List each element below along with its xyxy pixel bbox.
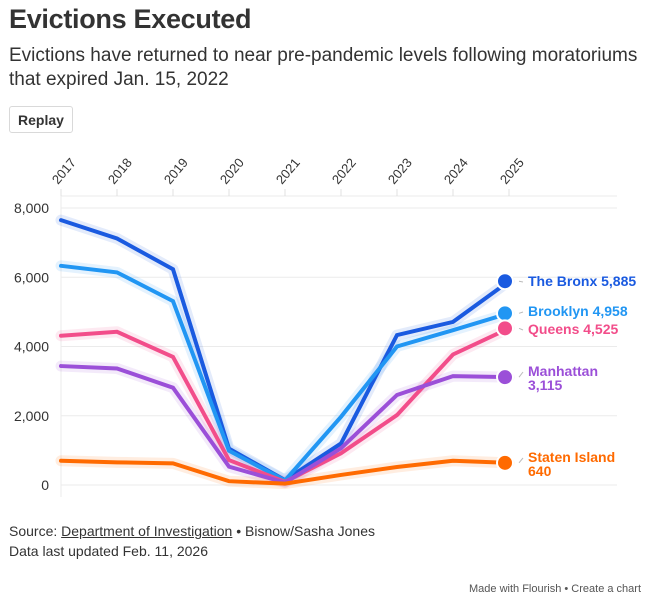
create-chart-link[interactable]: Create a chart: [571, 583, 641, 595]
end-marker-manhattan: [496, 368, 514, 387]
y-tick-label: 0: [41, 477, 49, 493]
end-label-queens: Queens 4,525: [528, 321, 618, 337]
x-tick-label: 2019: [161, 155, 191, 187]
x-tick-label: 2020: [217, 155, 247, 187]
x-tick-label: 2018: [105, 155, 135, 187]
end-label-line: 640: [528, 463, 552, 479]
label-connector: [518, 311, 524, 314]
y-tick-label: 8,000: [14, 200, 49, 216]
end-marker-queens: [496, 319, 514, 338]
source-prefix: Source:: [9, 523, 62, 539]
label-connector: [518, 327, 524, 331]
credit-separator: •: [561, 583, 572, 595]
y-axis: 0 2,000 4,000 6,000 8,000: [14, 196, 62, 497]
end-marker-the-bronx: [496, 272, 514, 291]
series-line-the-bronx: [59, 218, 511, 483]
source-suffix: • Bisnow/Sasha Jones: [232, 523, 376, 539]
x-tick-label: 2022: [329, 155, 359, 187]
end-marker-brooklyn: [496, 304, 514, 323]
end-label-manhattan: Manhattan 3,115: [528, 363, 598, 393]
end-label-line: Staten Island: [528, 449, 615, 465]
y-tick-label: 2,000: [14, 408, 49, 424]
x-tick-label: 2021: [273, 155, 303, 187]
end-marker-staten-island: [496, 453, 514, 472]
source-line: Source: Department of Investigation • Bi…: [9, 521, 375, 541]
end-label-the-bronx: The Bronx 5,885: [528, 273, 636, 289]
end-label-staten-island: Staten Island 640: [528, 449, 615, 479]
footer: Source: Department of Investigation • Bi…: [9, 521, 375, 561]
line-halos: [55, 214, 515, 490]
chart-title: Evictions Executed: [9, 4, 252, 34]
end-label-line: Manhattan: [528, 363, 598, 379]
y-tick-label: 4,000: [14, 339, 49, 355]
label-connector: [518, 371, 524, 378]
source-link[interactable]: Department of Investigation: [61, 523, 233, 539]
end-label-line: 3,115: [528, 377, 562, 393]
x-axis: 2017 2018 2019 2020 2021 2022 2023 2024 2025: [49, 155, 617, 197]
made-with-flourish-link[interactable]: Made with Flourish: [469, 583, 562, 595]
x-tick-label: 2025: [497, 155, 527, 187]
line-chart: 2017 2018 2019 2020 2021 2022 2023 2024 2025 0 2,…: [14, 155, 636, 497]
updated-line: Data last updated Feb. 11, 2026: [9, 543, 208, 559]
label-connector: [518, 280, 524, 283]
x-tick-label: 2023: [385, 155, 415, 187]
series-lines: [59, 218, 511, 486]
label-connector: [518, 457, 524, 464]
x-tick-label: 2017: [49, 155, 79, 187]
end-markers: [496, 272, 514, 472]
x-tick-label: 2024: [441, 155, 471, 187]
chart-subtitle: Evictions have returned to near pre-pand…: [9, 45, 638, 90]
end-labels: The Bronx 5,885 Brooklyn 4,958 Queens 4,52…: [518, 273, 636, 479]
series-halo: [55, 214, 515, 486]
series-line-staten-island: [59, 458, 511, 486]
y-tick-label: 6,000: [14, 269, 49, 285]
replay-button[interactable]: Replay: [9, 106, 73, 133]
end-label-brooklyn: Brooklyn 4,958: [528, 303, 628, 319]
flourish-credit: Made with Flourish • Create a chart: [469, 583, 641, 595]
